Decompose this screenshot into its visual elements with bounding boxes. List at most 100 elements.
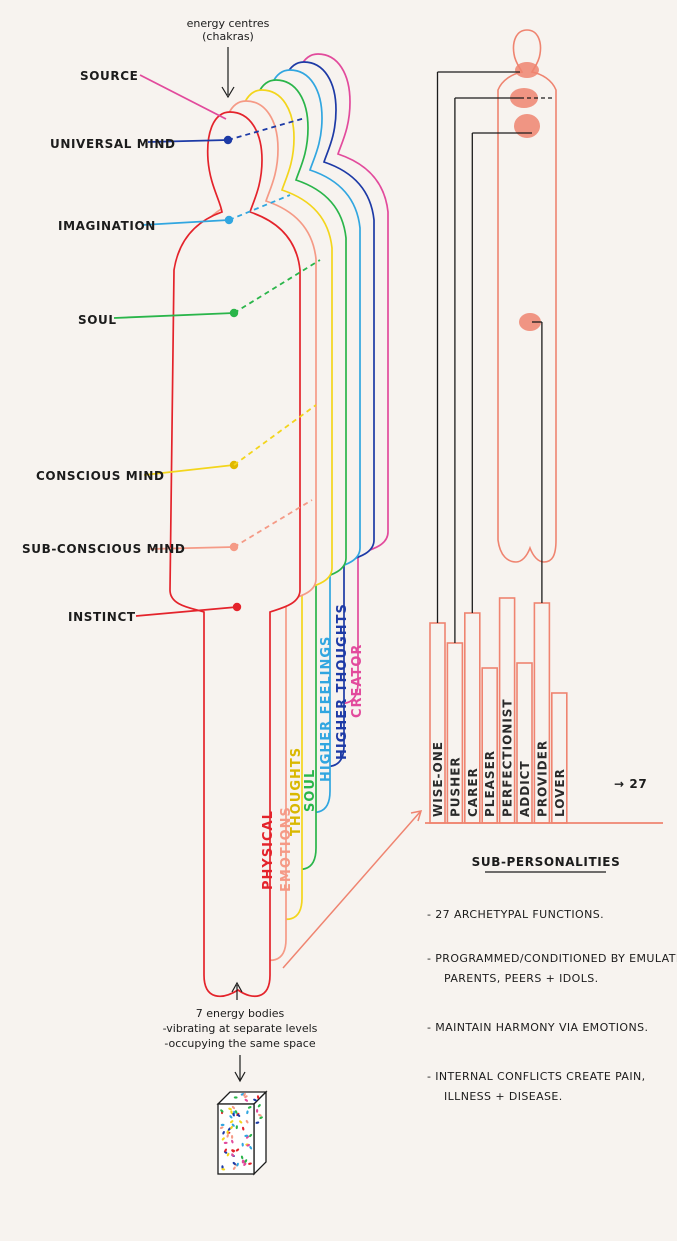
cube-dot [236,1113,241,1117]
chakra-dash-imagination [228,194,291,221]
cube-dot [246,1144,251,1147]
energy-centres-line2: (chakras) [202,30,254,43]
cube-dot [247,1106,252,1109]
cube-dot [227,1127,231,1131]
cube-dot [232,1112,235,1117]
chakra-label-imagination: IMAGINATION [58,219,156,233]
bar-label-lover: LOVER [553,768,567,817]
energy-centres-arrow-head [221,86,235,99]
chakra-dash-universal-mind [227,117,306,141]
energy-bodies-line3: -occupying the same space [164,1037,315,1050]
chakra-dash-soul [233,259,321,314]
cube-icon [216,1090,268,1176]
sub-personalities-title: SUB-PERSONALITIES [472,855,621,869]
figure-chakra-throat [515,62,539,78]
cube-dot [243,1162,247,1166]
energy-centres-note: energy centres (chakras) [187,17,270,99]
chakra-label-instinct: INSTINCT [68,610,136,624]
bar-label-perfectionist: PERFECTIONIST [501,698,515,817]
energy-bodies-line1: 7 energy bodies [196,1007,285,1020]
note-4-line2: ILLNESS + DISEASE. [444,1090,563,1103]
cube-dot [256,1109,259,1113]
figure-outline [497,29,557,563]
chakra-dash-conscious-mind [233,404,317,466]
note-4-line1: - INTERNAL CONFLICTS CREATE PAIN, [427,1070,646,1083]
chakra-line-sub-conscious-mind [149,546,235,550]
bodies-note-arrow-down-head [234,1071,246,1083]
cube-dot [244,1134,249,1137]
cube-dot [249,1133,253,1138]
cube-dot [249,1145,253,1150]
cube-dot [228,1107,232,1111]
figure-chakra-solar [514,114,540,138]
cube-dot [257,1104,261,1108]
chakra-line-soul [113,312,235,319]
energy-body-silhouettes [169,53,389,998]
cube-dot [240,1155,244,1160]
energy-centres-line1: energy centres [187,17,270,30]
cube-dot [230,1120,234,1124]
cube-dot [231,1105,235,1110]
cube-dot [253,1098,257,1102]
cube-dot [244,1098,248,1102]
cube-dot [232,1162,236,1165]
chakra-connectors [113,74,321,617]
cube-dot [244,1159,248,1163]
cube-dot [230,1110,233,1114]
cube-dot [235,1125,238,1130]
chakra-label-conscious-mind: CONSCIOUS MIND [36,469,165,483]
bar-label-carer: CARER [466,767,480,817]
sub-personality-figure [497,29,557,563]
chakra-line-universal-mind [147,139,229,143]
cube-dot [233,1096,238,1099]
bodies-note-arrow-up-head [231,981,243,993]
cube-dot [219,1126,224,1129]
note-2-line1: - PROGRAMMED/CONDITIONED BY EMULATING [427,952,677,965]
cube-dot [236,1162,239,1167]
cube-dot [231,1149,235,1153]
body-label-physical: PHYSICAL [261,810,276,890]
bar-label-pleaser: PLEASER [483,750,497,817]
cube-dot [231,1139,234,1144]
bar-label-pusher: PUSHER [448,756,462,817]
chakra-line-conscious-mind [143,464,235,476]
cube-dot [235,1148,240,1152]
cube-dot [259,1116,263,1119]
chakra-label-sub-conscious-mind: SUB-CONSCIOUS MIND [22,542,185,556]
cube-dot [241,1142,244,1147]
cube-dot [232,1166,236,1170]
cube-dot [222,1130,225,1135]
note-1-line1: - 27 ARCHETYPAL FUNCTIONS. [427,908,604,921]
note-2-line2: PARENTS, PEERS + IDOLS. [444,972,599,985]
figure-chakra-sacral [519,313,541,331]
cube-dot [234,1110,238,1114]
cube-dot [230,1135,234,1139]
cube-dot [226,1133,229,1138]
cube-dot [258,1113,262,1117]
cube-dot [246,1110,249,1115]
body-label-thoughts: THOUGHTS [289,747,304,836]
chakra-label-soul: SOUL [78,313,117,327]
energy-bodies-note: 7 energy bodies -vibrating at separate l… [163,981,318,1083]
cube-dot [221,1165,224,1169]
bodies-to-chart-connector [282,811,421,969]
cube-dot [243,1092,246,1097]
cube-dot [229,1115,233,1119]
body-label-emotions: EMOTIONS [279,806,294,892]
cube-dot [224,1148,227,1153]
cube-dot [245,1119,249,1124]
cube-dot [241,1159,245,1164]
cube-dot [231,1153,235,1157]
cube-dot [248,1162,252,1165]
body-label-higher-thoughts: HIGHER THOUGHTS [335,603,350,760]
bar-label-wise-one: WISE-ONE [431,741,445,817]
cube-dot [226,1130,229,1134]
cube-dot [239,1120,243,1124]
chakra-label-universal-mind: UNIVERSAL MIND [50,137,176,151]
chakra-line-imagination [141,219,230,226]
cube-dot [242,1126,245,1131]
bar-label-provider: PROVIDER [535,740,549,817]
chakra-dash-sub-conscious-mind [233,499,313,548]
cube-dot [220,1109,224,1113]
